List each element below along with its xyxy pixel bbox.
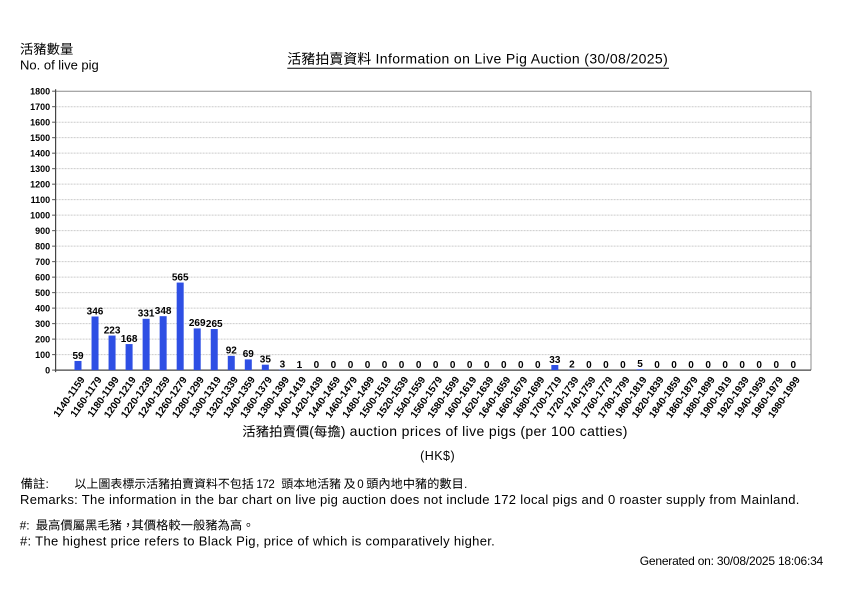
svg-text:331: 331 [138, 309, 155, 320]
svg-text:#:: #: [20, 519, 30, 533]
svg-text:35: 35 [260, 354, 272, 365]
svg-text:1600: 1600 [30, 117, 50, 127]
svg-text:0: 0 [331, 360, 337, 371]
svg-text:0: 0 [348, 360, 354, 371]
svg-text:0: 0 [790, 360, 796, 371]
svg-text:1000: 1000 [30, 210, 50, 220]
svg-text:565: 565 [172, 272, 189, 283]
svg-text:0: 0 [484, 360, 490, 371]
svg-text:172: 172 [256, 479, 274, 491]
svg-text:0: 0 [501, 360, 507, 371]
svg-text:3: 3 [280, 359, 286, 370]
svg-text:1: 1 [297, 360, 303, 371]
svg-text:300: 300 [35, 319, 50, 329]
svg-text:1200: 1200 [30, 179, 50, 189]
svg-text:0: 0 [467, 360, 473, 371]
svg-text:Remarks: The information in th: Remarks: The information in the bar char… [20, 492, 800, 507]
svg-text:223: 223 [104, 325, 121, 336]
svg-text:0: 0 [399, 360, 405, 371]
svg-text:.: . [464, 477, 467, 491]
svg-text:auction prices of live pigs (p: auction prices of live pigs (per 100 cat… [350, 423, 628, 439]
svg-text:0: 0 [739, 360, 745, 371]
svg-text:1500: 1500 [30, 133, 50, 143]
svg-text:0: 0 [773, 360, 779, 371]
svg-text:59: 59 [72, 351, 84, 362]
svg-text:700: 700 [35, 257, 50, 267]
svg-text:346: 346 [87, 306, 104, 317]
svg-text:100: 100 [35, 350, 50, 360]
svg-text:1700: 1700 [30, 102, 50, 112]
svg-text::: : [46, 477, 49, 491]
svg-text:(: ( [309, 423, 314, 439]
svg-text:1100: 1100 [31, 195, 51, 205]
svg-text:(HK$): (HK$) [420, 449, 455, 463]
svg-text:1800: 1800 [30, 86, 50, 96]
svg-text:0: 0 [45, 365, 50, 375]
svg-text:): ) [341, 423, 346, 439]
svg-text:#: The highest price refers to: #: The highest price refers to Black Pig… [20, 534, 495, 549]
svg-text:0: 0 [433, 360, 439, 371]
svg-text:800: 800 [35, 241, 50, 251]
svg-text:600: 600 [35, 272, 50, 282]
svg-text:269: 269 [189, 318, 206, 329]
svg-text:0: 0 [671, 360, 677, 371]
svg-text:0: 0 [688, 360, 694, 371]
svg-text:0: 0 [382, 360, 388, 371]
svg-text:92: 92 [226, 346, 238, 357]
svg-text:Information on Live Pig Auctio: Information on Live Pig Auction (30/08/2… [376, 51, 669, 67]
svg-text:0: 0 [603, 360, 609, 371]
svg-text:0: 0 [518, 360, 524, 371]
svg-text:0: 0 [756, 360, 762, 371]
svg-text:5: 5 [637, 359, 643, 370]
svg-text:400: 400 [35, 303, 50, 313]
svg-text:69: 69 [243, 349, 255, 360]
svg-text:0: 0 [416, 360, 422, 371]
svg-text:0: 0 [705, 360, 711, 371]
svg-text:500: 500 [35, 288, 50, 298]
svg-text:0: 0 [365, 360, 371, 371]
svg-text:0: 0 [620, 360, 626, 371]
svg-text:348: 348 [155, 306, 172, 317]
svg-text:1400: 1400 [30, 148, 50, 158]
svg-text:0: 0 [314, 360, 320, 371]
svg-text:1300: 1300 [30, 164, 50, 174]
svg-text:0: 0 [357, 479, 363, 491]
svg-text:No. of live pig: No. of live pig [20, 58, 99, 73]
svg-text:33: 33 [549, 355, 561, 366]
svg-text:2: 2 [569, 360, 575, 371]
svg-text:900: 900 [35, 226, 50, 236]
svg-text:Generated on: 30/08/2025 18:06: Generated on: 30/08/2025 18:06:34 [640, 554, 824, 568]
svg-text:0: 0 [535, 360, 541, 371]
svg-text:0: 0 [722, 360, 728, 371]
svg-text:168: 168 [121, 334, 138, 345]
svg-text:0: 0 [654, 360, 660, 371]
svg-text:200: 200 [35, 334, 50, 344]
svg-text:265: 265 [206, 319, 223, 330]
svg-text:0: 0 [586, 360, 592, 371]
svg-text:0: 0 [450, 360, 456, 371]
